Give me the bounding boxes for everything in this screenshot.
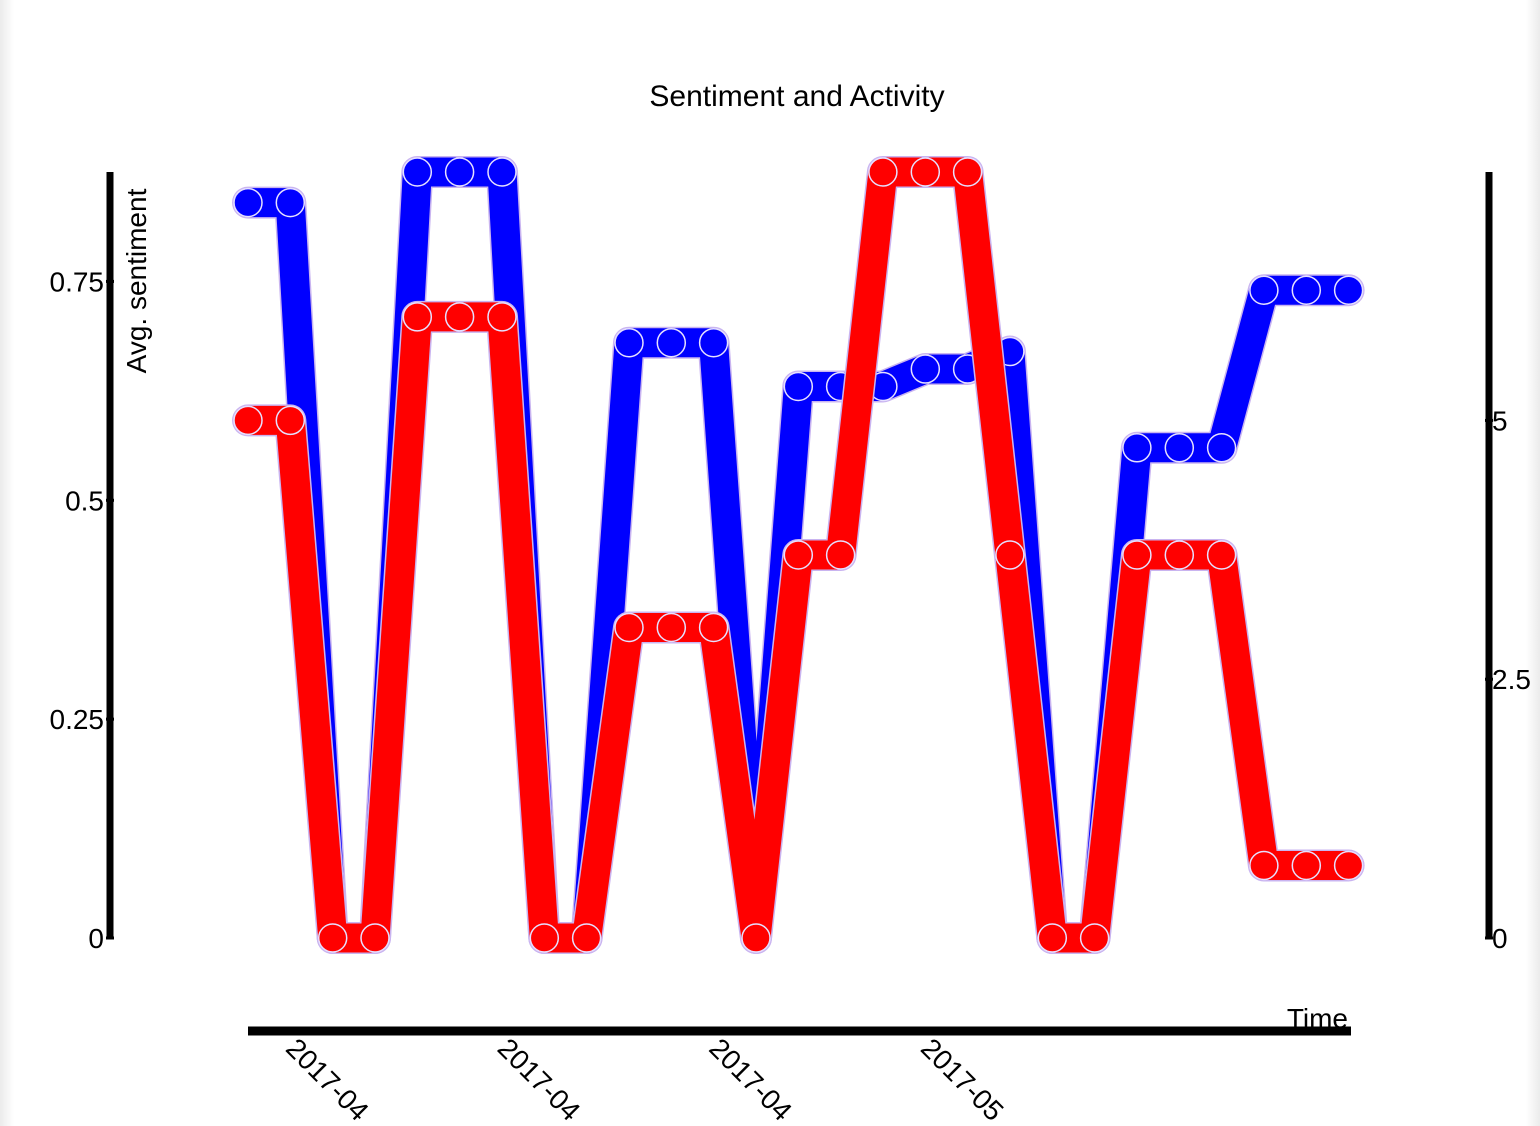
- series-1-point: [1079, 923, 1110, 953]
- series-1-point: [995, 540, 1025, 570]
- series-1-point: [529, 923, 560, 953]
- series-0-point: [698, 327, 729, 358]
- series-1-point: [1206, 540, 1237, 570]
- series-0-point: [614, 327, 644, 358]
- series-1-point: [825, 540, 856, 570]
- x-tick-label: 2017-04: [703, 1032, 798, 1126]
- series-0-point: [1291, 275, 1322, 305]
- series-0-point: [1164, 433, 1195, 463]
- series-1-point: [571, 923, 602, 953]
- series-1-point: [910, 157, 941, 187]
- series-0-point: [275, 187, 306, 218]
- series-1-point: [783, 540, 814, 570]
- series-0-point: [1333, 275, 1364, 305]
- x-axis-title: Time: [1287, 1003, 1348, 1034]
- x-tick-label: 2017-04: [492, 1032, 587, 1126]
- series-1-point: [402, 302, 433, 332]
- series-0-point: [402, 157, 433, 187]
- series-1-point: [487, 302, 517, 332]
- y-left-tick-label: 0.25: [50, 704, 105, 735]
- x-axis-ticks: 2017-04 2017-04 2017-04 2017-05: [280, 1032, 1010, 1126]
- y-axis-left-ticks: 0 0.25 0.5 0.75: [50, 266, 114, 954]
- y-right-tick-label: 0: [1492, 923, 1508, 954]
- y-right-tick-label: 2.5: [1492, 664, 1531, 695]
- series-0-point: [444, 157, 475, 187]
- series-0-point: [783, 371, 814, 402]
- series-1-point: [698, 612, 729, 643]
- series-1-point: [275, 405, 306, 436]
- y-left-tick-label: 0.75: [50, 266, 105, 297]
- series-1-point: [1249, 850, 1279, 881]
- series-1-point: [656, 612, 687, 643]
- series-1-point: [868, 157, 898, 187]
- y-right-tick-label: 5: [1492, 405, 1508, 436]
- series-layer: [232, 156, 1365, 954]
- series-1-point: [1291, 850, 1322, 881]
- series-0-point: [487, 157, 517, 187]
- series-1-point: [952, 157, 983, 187]
- series-0-point: [656, 327, 687, 358]
- series-1-point: [1333, 850, 1364, 881]
- x-tick-label: 2017-04: [280, 1032, 375, 1126]
- series-1-point: [360, 923, 390, 953]
- y-axis-right-ticks: 02.55: [1485, 405, 1531, 954]
- series-1-point: [1037, 923, 1068, 953]
- y-left-tick-label: 0: [88, 923, 104, 954]
- series-1-point: [741, 923, 771, 953]
- series-0-point: [1206, 433, 1237, 463]
- y-axis-title: Avg. sentiment: [121, 188, 152, 373]
- series-1-point: [1164, 540, 1195, 570]
- x-tick-label: 2017-05: [915, 1032, 1010, 1126]
- chart-title: Sentiment and Activity: [649, 80, 944, 113]
- series-1-point: [614, 612, 644, 643]
- series-1-point: [444, 302, 475, 332]
- series-0-point: [910, 354, 941, 384]
- series-1-point: [233, 405, 263, 436]
- series-0-point: [233, 187, 263, 218]
- series-1-point: [317, 923, 348, 953]
- series-0-point: [1122, 433, 1152, 463]
- series-1-point: [1122, 540, 1152, 570]
- series-0-point: [1249, 275, 1279, 305]
- y-left-tick-label: 0.5: [65, 485, 104, 516]
